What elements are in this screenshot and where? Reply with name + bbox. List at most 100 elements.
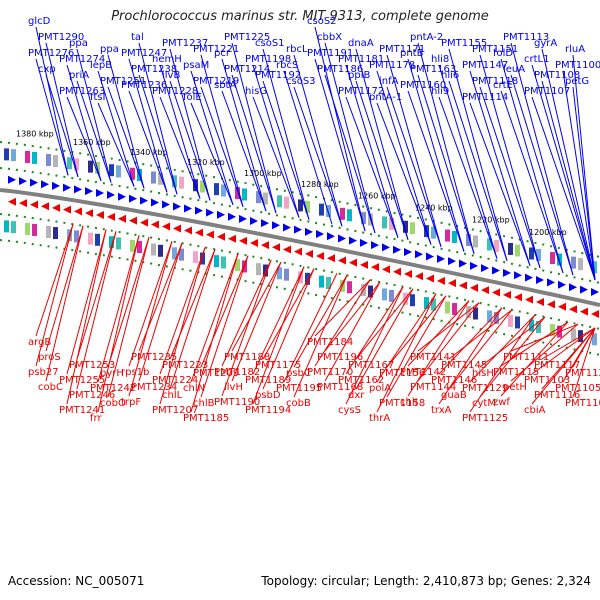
reverse-gene-arrow: [107, 212, 115, 221]
leader-line: [159, 247, 206, 405]
gene-label: ilvH: [224, 382, 243, 393]
reverse-cog-block: [347, 281, 352, 294]
reverse-cog-block: [256, 263, 261, 276]
forward-gene-arrow: [492, 266, 500, 275]
reverse-gene-arrow: [492, 288, 500, 297]
gene-label: cysS: [338, 405, 361, 416]
gene-label: csoS1: [255, 38, 285, 49]
reverse-cog-block: [151, 243, 156, 256]
leader-line: [66, 96, 102, 182]
gene-label: cbbX: [317, 32, 342, 43]
kbp-tick-label: 1360 kbp: [73, 138, 111, 147]
leader-line: [293, 54, 343, 227]
leader-line: [314, 279, 371, 337]
leader-line: [97, 235, 140, 383]
gene-label: PMT1158: [379, 398, 425, 409]
leader-line: [169, 249, 216, 360]
reverse-gene-arrow: [74, 207, 82, 216]
reverse-gene-arrow: [382, 265, 390, 274]
forward-gene-arrow: [173, 202, 181, 211]
leader-line: [231, 42, 277, 214]
forward-gene-arrow: [118, 192, 126, 201]
forward-gene-arrow: [349, 236, 357, 245]
gene-label: PMT1209: [193, 368, 239, 379]
gene-label: PMT1170: [307, 367, 353, 378]
leader-line: [469, 314, 536, 383]
forward-gene-arrow: [371, 241, 379, 250]
leader-line: [35, 26, 69, 176]
gene-label: pntB: [400, 48, 424, 59]
kbp-tick-label: 1260 kbp: [358, 192, 396, 201]
reverse-gene-arrow: [151, 220, 159, 229]
forward-cog-block: [452, 231, 457, 244]
gene-label: PMT1225: [224, 32, 270, 43]
leader-line: [510, 74, 574, 276]
gene-label: pntA-2: [410, 32, 443, 43]
reverse-cog-block: [445, 301, 450, 314]
leader-line: [262, 268, 315, 360]
gene-label: ppa: [69, 38, 88, 49]
leader-line: [221, 259, 272, 397]
gene-label: polA: [369, 383, 391, 394]
gene-label: guaB: [441, 390, 467, 401]
reverse-gene-arrow: [239, 236, 247, 245]
reverse-cog-block: [46, 225, 51, 238]
gene-label: pyrH: [100, 368, 124, 379]
gene-label: PMT1125: [462, 413, 508, 424]
forward-cog-block: [172, 175, 177, 188]
forward-cog-block: [466, 233, 471, 246]
leader-line: [448, 309, 513, 360]
gene-label: cobC: [38, 382, 63, 393]
reverse-gene-arrow: [327, 254, 335, 263]
forward-cog-block: [571, 256, 576, 269]
leader-line: [324, 42, 376, 234]
reverse-gene-arrow: [470, 283, 478, 292]
reverse-gene-arrow: [294, 247, 302, 256]
kbp-tick-label: 1380 kbp: [16, 130, 54, 139]
forward-cog-block: [508, 242, 513, 255]
gene-label: PMT1191: [307, 48, 353, 59]
leader-line: [479, 86, 541, 269]
forward-cog-block: [25, 150, 30, 163]
reverse-gene-arrow: [448, 279, 456, 288]
gene-label: PMT1160: [400, 80, 446, 91]
forward-gene-arrow: [536, 276, 544, 285]
forward-cog-block: [529, 247, 534, 260]
leader-line: [252, 64, 300, 218]
leader-line: [500, 90, 564, 274]
forward-cog-block: [382, 216, 387, 229]
leader-line: [45, 74, 79, 178]
tick-ring-1: [0, 167, 600, 284]
leader-line: [159, 247, 206, 375]
reverse-cog-block: [487, 310, 492, 323]
gene-label: PMT1192: [255, 70, 301, 81]
forward-cog-block: [284, 196, 289, 209]
reverse-cog-block: [452, 303, 457, 316]
gene-label: PMT1156: [379, 368, 425, 379]
gene-label: PMT1100: [555, 60, 600, 71]
reverse-cog-block: [515, 316, 520, 329]
forward-cog-block: [88, 160, 93, 173]
reverse-cog-block: [25, 222, 30, 235]
reverse-cog-block: [592, 333, 597, 346]
forward-cog-block: [445, 229, 450, 242]
reverse-cog-block: [95, 233, 100, 246]
gene-label: psbD: [255, 390, 281, 401]
leader-line: [66, 229, 107, 375]
reverse-cog-block: [473, 307, 478, 320]
gene-label: dnaA: [348, 38, 374, 49]
forward-gene-arrow: [470, 261, 478, 270]
forward-gene-arrow: [151, 198, 159, 207]
reverse-cog-block: [4, 220, 9, 233]
gene-label: PMT1184: [307, 337, 353, 348]
reverse-gene-arrow: [118, 214, 126, 223]
reverse-cog-block: [508, 314, 513, 327]
gene-label: proS: [38, 352, 61, 363]
reverse-cog-block: [466, 305, 471, 318]
gene-label: PMT1142: [400, 367, 446, 378]
reverse-cog-block: [536, 321, 541, 334]
reverse-gene-arrow: [184, 226, 192, 235]
gene-label: PMT1247: [121, 48, 167, 59]
forward-cog-block: [578, 258, 583, 271]
reverse-gene-arrow: [547, 300, 555, 309]
